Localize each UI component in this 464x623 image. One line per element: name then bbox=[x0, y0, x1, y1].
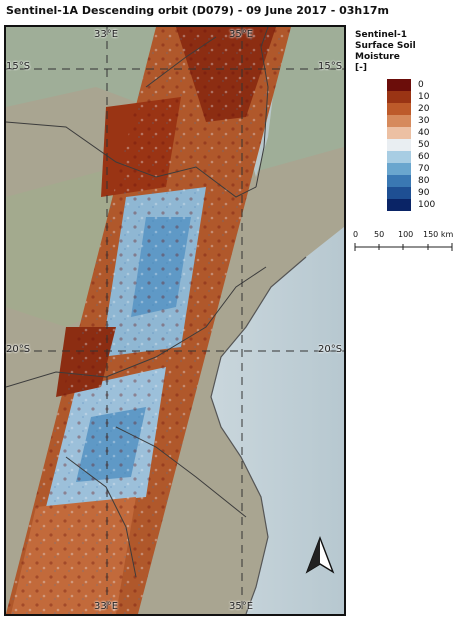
legend-label: 10 bbox=[418, 92, 430, 102]
sea-area bbox=[211, 227, 344, 614]
legend-item: 80 bbox=[387, 175, 460, 187]
legend-item: 90 bbox=[387, 187, 460, 199]
legend-label: 0 bbox=[418, 80, 424, 90]
scale-label-100: 100 bbox=[398, 230, 414, 239]
legend-title-line1: Sentinel-1 bbox=[355, 30, 407, 40]
legend-item: 20 bbox=[387, 103, 460, 115]
legend-item: 100 bbox=[387, 199, 460, 211]
legend-label: 90 bbox=[418, 188, 430, 198]
scale-bar-line bbox=[354, 243, 453, 251]
legend-swatch bbox=[387, 163, 411, 175]
legend-swatch bbox=[387, 139, 411, 151]
north-arrow-icon bbox=[305, 536, 335, 574]
lat-label-15s-right: 15°S bbox=[318, 61, 343, 72]
legend-item: 50 bbox=[387, 139, 460, 151]
scale-label-0: 0 bbox=[353, 230, 359, 239]
legend-swatch bbox=[387, 199, 411, 211]
scale-label-50: 50 bbox=[374, 230, 385, 239]
lat-label-15s-left: 15°S bbox=[6, 61, 31, 72]
lon-label-35e-top: 35°E bbox=[229, 29, 254, 40]
lat-label-20s-right: 20°S bbox=[318, 344, 343, 355]
lon-label-35e-bottom: 35°E bbox=[229, 601, 254, 612]
legend-title-line2: Surface Soil Moisture bbox=[355, 41, 416, 62]
legend-label: 40 bbox=[418, 128, 430, 138]
legend-item: 10 bbox=[387, 91, 460, 103]
legend-swatch bbox=[387, 91, 411, 103]
soil-moisture-swath bbox=[6, 27, 291, 614]
legend-swatch bbox=[387, 115, 411, 127]
legend-swatch bbox=[387, 127, 411, 139]
legend-label: 60 bbox=[418, 152, 430, 162]
country-borders bbox=[6, 27, 269, 578]
legend-swatch bbox=[387, 79, 411, 91]
legend-swatch bbox=[387, 175, 411, 187]
legend-swatch bbox=[387, 103, 411, 115]
graticule bbox=[6, 27, 344, 614]
legend-label: 20 bbox=[418, 104, 430, 114]
legend-label: 30 bbox=[418, 116, 430, 126]
legend: Sentinel-1 Surface Soil Moisture [-] 0 10… bbox=[355, 30, 460, 211]
scale-label-150km: 150 km bbox=[423, 230, 454, 239]
lon-label-33e-bottom: 33°E bbox=[94, 601, 119, 612]
lon-label-33e-top: 33°E bbox=[94, 29, 119, 40]
legend-swatch bbox=[387, 187, 411, 199]
legend-item: 40 bbox=[387, 127, 460, 139]
legend-label: 50 bbox=[418, 140, 430, 150]
lat-label-20s-left: 20°S bbox=[6, 344, 31, 355]
legend-label: 100 bbox=[418, 200, 436, 210]
map-canvas[interactable] bbox=[4, 25, 346, 616]
legend-label: 70 bbox=[418, 164, 430, 174]
map-title: Sentinel-1A Descending orbit (D079) - 09… bbox=[6, 4, 390, 17]
legend-item: 60 bbox=[387, 151, 460, 163]
legend-label: 80 bbox=[418, 176, 430, 186]
coastline bbox=[210, 256, 307, 614]
legend-item: 0 bbox=[387, 79, 460, 91]
legend-swatch bbox=[387, 151, 411, 163]
legend-item: 70 bbox=[387, 163, 460, 175]
legend-item: 30 bbox=[387, 115, 460, 127]
legend-title-line3: [-] bbox=[355, 63, 367, 73]
scale-bar: 0 50 100 150 km bbox=[352, 230, 462, 260]
